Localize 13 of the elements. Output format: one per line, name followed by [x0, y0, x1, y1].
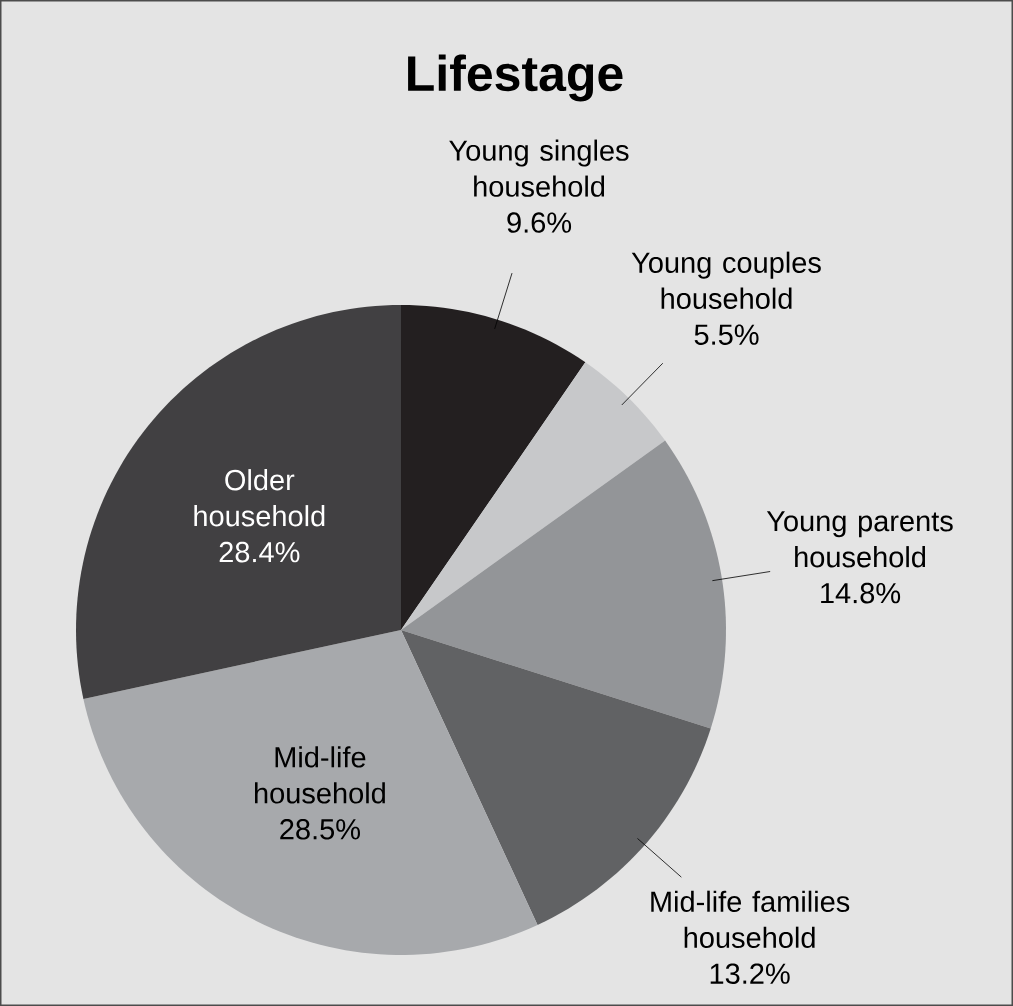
data-label: 28.5%	[280, 819, 360, 840]
data-label: 9.6%	[507, 212, 572, 233]
data-label: 13.2%	[710, 963, 790, 984]
slice-label: Older household	[194, 469, 325, 527]
slice-label: Mid-life household	[255, 746, 385, 804]
chart-title: Lifestage	[408, 54, 623, 102]
slice-label: Young singles household	[449, 139, 629, 197]
data-label: 14.8%	[821, 582, 901, 604]
data-label: 28.4%	[219, 541, 300, 563]
data-label: 5.5%	[694, 324, 759, 345]
slice-label: Young couples household	[631, 251, 821, 309]
slice-label: Young parents household	[766, 511, 953, 568]
slice-label: Mid-life families household	[651, 890, 850, 948]
